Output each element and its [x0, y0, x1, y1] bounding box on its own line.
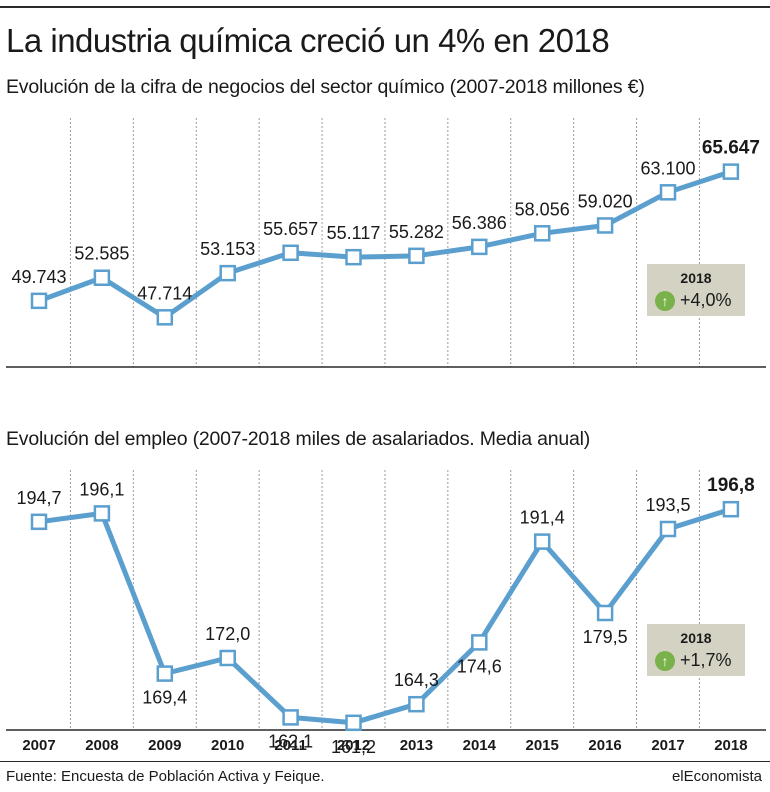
data-label: 196,1 [79, 479, 124, 499]
data-point-marker [219, 264, 236, 282]
data-label: 58.056 [515, 199, 570, 219]
chart-1-subtitle: Evolución de la cifra de negocios del se… [6, 76, 645, 98]
data-label: 55.282 [389, 222, 444, 242]
data-point-marker [596, 604, 614, 622]
data-point-marker [93, 505, 111, 522]
x-tick-label: 2011 [274, 737, 307, 754]
data-point-marker [533, 225, 551, 242]
badge-change: +4,0% [680, 290, 732, 310]
data-label: 164,3 [394, 670, 439, 690]
data-label: 172,0 [205, 624, 250, 644]
data-label: 49.743 [11, 267, 66, 287]
data-point-marker [471, 238, 488, 256]
data-label: 59.020 [578, 191, 633, 211]
data-point-marker [345, 714, 362, 732]
badge-year: 2018 [680, 270, 712, 286]
x-tick-label: 2010 [211, 737, 244, 754]
data-point-marker [722, 163, 740, 180]
top-rule [0, 6, 770, 8]
data-point-marker [156, 309, 174, 326]
data-point-marker [659, 520, 677, 538]
data-point-marker [345, 248, 362, 266]
data-label: 162,1 [268, 731, 313, 751]
data-label: 47.714 [137, 283, 192, 303]
chart-title: La industria química creció un 4% en 201… [6, 22, 610, 59]
chart-2-subtitle: Evolución del empleo (2007-2018 miles de… [6, 428, 591, 450]
x-tick-label: 2009 [148, 737, 181, 754]
x-tick-label: 2012 [337, 737, 370, 754]
data-point-marker [219, 649, 236, 667]
data-point-marker [722, 500, 740, 518]
x-tick-label: 2007 [22, 737, 55, 754]
data-point-marker [156, 665, 174, 682]
data-label: 55.117 [327, 223, 381, 243]
badge-change: +1,7% [680, 650, 732, 670]
data-label: 179,5 [583, 627, 628, 647]
bottom-rule [0, 761, 770, 762]
x-tick-label: 2014 [463, 737, 497, 754]
data-point-marker [30, 292, 48, 310]
x-tick-label: 2008 [85, 737, 118, 754]
arrow-up-icon: ↑ [655, 290, 675, 311]
source-note: Fuente: Encuesta de Población Activa y F… [6, 768, 325, 785]
data-label: 193,5 [645, 495, 690, 515]
x-tick-label: 2018 [714, 737, 747, 754]
data-label: 52.585 [74, 244, 129, 264]
data-label: 63.100 [640, 158, 695, 178]
data-label: 55.657 [263, 219, 318, 239]
x-tick-label: 2016 [588, 737, 621, 754]
series-line [38, 169, 732, 320]
data-point-marker [596, 217, 614, 234]
charts-svg: 49.743 52.585 47.714 53.153 55.657 55.117 55.2… [6, 118, 766, 757]
badge-year: 2018 [680, 630, 712, 646]
data-point-marker [93, 269, 111, 286]
data-label: 191,4 [520, 508, 565, 528]
brand-logo-text: elEconomista [671, 768, 762, 785]
data-point-marker [408, 695, 425, 713]
x-tick-label: 2015 [526, 737, 559, 754]
data-point-marker [282, 244, 299, 262]
change-badge-2: 2018 ↑ +1,7% [647, 624, 745, 676]
data-point-marker [659, 184, 677, 201]
data-point-marker [282, 709, 299, 726]
change-badge-1: 2018 ↑ +4,0% [647, 264, 745, 316]
badge-row: ↑ +4,0% [655, 290, 732, 311]
data-point-marker [471, 634, 488, 651]
data-point-marker [408, 247, 425, 265]
data-label: 196,8 [707, 475, 755, 496]
data-point-marker [533, 533, 551, 550]
data-label: 53.153 [200, 239, 255, 259]
x-tick-label: 2017 [651, 737, 684, 754]
series-line [38, 506, 732, 726]
badge-row: ↑ +1,7% [655, 650, 732, 671]
data-label: 174,6 [457, 656, 502, 676]
data-label: 65.647 [702, 138, 760, 159]
arrow-up-icon: ↑ [655, 650, 675, 671]
data-label: 169,4 [142, 688, 187, 708]
data-label: 161,2 [331, 737, 376, 757]
data-label: 194,7 [16, 488, 61, 508]
data-point-marker [30, 513, 48, 531]
data-label: 56.386 [452, 213, 507, 233]
x-tick-label: 2013 [400, 737, 433, 754]
